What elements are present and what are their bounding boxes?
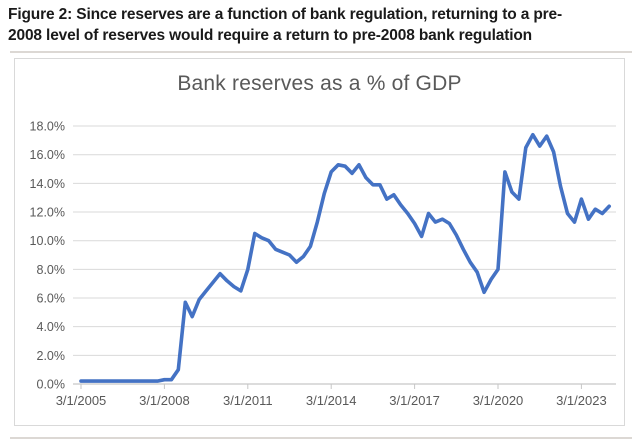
y-axis-tick-label: 2.0%: [37, 349, 66, 363]
x-axis-tick-label: 3/1/2017: [389, 393, 440, 408]
x-axis-tick-label: 3/1/2008: [139, 393, 190, 408]
y-axis-tick-label: 10.0%: [30, 234, 65, 248]
chart-title: Bank reserves as a % of GDP: [177, 72, 462, 95]
y-axis-tick-label: 16.0%: [30, 148, 65, 162]
figure-caption-line-2: 2008 level of reserves would require a r…: [8, 26, 532, 44]
y-axis-tick-label: 4.0%: [37, 320, 66, 334]
x-axis-tick-label: 3/1/2020: [473, 393, 524, 408]
chart-frame: 0.0% 2.0% 4.0% 6.0% 8.0% 10.0% 12.0% 14.0% 16.0%…: [14, 58, 625, 426]
reserves-line-series: [79, 132, 612, 383]
x-axis-tick-label: 3/1/2011: [223, 393, 273, 408]
line-chart-plot: 0.0% 2.0% 4.0% 6.0% 8.0% 10.0% 12.0% 14.0% 16.0%…: [30, 120, 616, 408]
x-axis-tick-label: 3/1/2023: [556, 393, 607, 408]
figure-caption-line-1: Figure 2: Since reserves are a function …: [8, 6, 563, 23]
figure-caption: Figure 2: Since reserves are a function …: [8, 5, 636, 47]
top-divider: [10, 51, 632, 53]
bottom-divider: [10, 437, 632, 439]
x-axis-tick-label: 3/1/2014: [306, 393, 357, 408]
y-axis-tick-label: 6.0%: [37, 292, 66, 306]
y-axis-tick-label: 8.0%: [37, 263, 66, 277]
x-axis-tick-label: 3/1/2005: [56, 393, 107, 408]
y-axis-tick-label: 14.0%: [30, 177, 65, 191]
y-axis-tick-label: 0.0%: [37, 378, 66, 392]
y-axis-tick-label: 18.0%: [30, 120, 65, 134]
y-axis-tick-label: 12.0%: [30, 206, 65, 220]
